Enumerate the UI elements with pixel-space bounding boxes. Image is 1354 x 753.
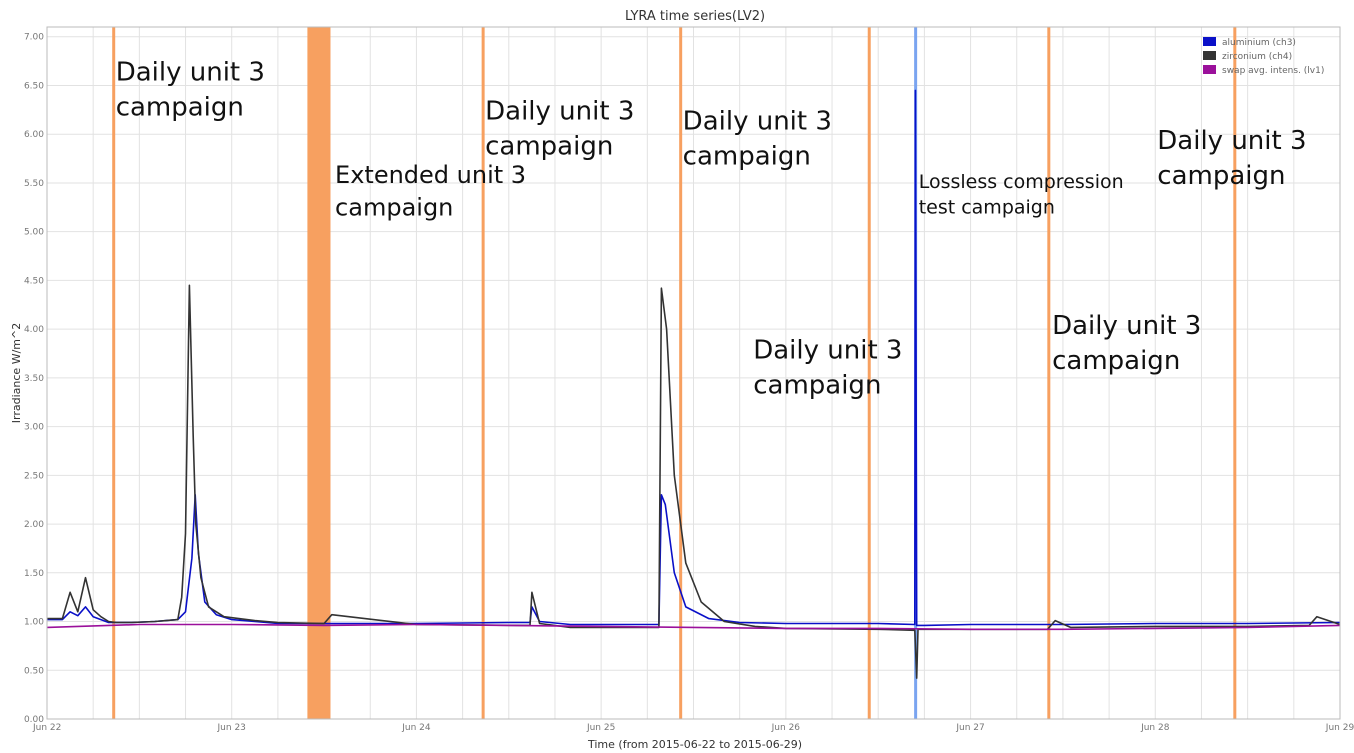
- campaign-band: [307, 27, 331, 719]
- chart-title: LYRA time series(LV2): [625, 9, 765, 24]
- y-tick-label: 6.50: [24, 81, 44, 91]
- y-tick-label: 5.50: [24, 179, 44, 189]
- campaign-annotation: Daily unit 3 campaign: [683, 106, 832, 171]
- x-tick-label: Jun 25: [586, 723, 615, 733]
- y-tick-label: 4.00: [24, 325, 44, 335]
- grid-lines: [46, 27, 1341, 720]
- x-tick-label: Jun 29: [1325, 723, 1354, 733]
- y-tick-label: 2.50: [24, 471, 44, 481]
- campaign-band: [481, 27, 485, 719]
- x-tick-label: Jun 22: [32, 723, 61, 733]
- y-tick-label: 6.00: [24, 130, 44, 140]
- series-lines: [46, 89, 1341, 679]
- legend-entry[interactable]: zirconium (ch4): [1222, 52, 1292, 62]
- y-tick-label: 3.50: [24, 374, 44, 384]
- campaign-annotation: Daily unit 3 campaign: [116, 58, 265, 123]
- campaign-annotation: Daily unit 3 campaign: [1052, 311, 1201, 376]
- x-tick-label: Jun 26: [771, 723, 801, 733]
- campaign-annotation: Extended unit 3 campaign: [335, 161, 526, 221]
- y-tick-label: 0.00: [24, 715, 44, 725]
- campaign-band: [867, 27, 871, 719]
- x-tick-label: Jun 24: [401, 723, 431, 733]
- axis-ticks: 0.00 0.50 1.00 1.50 2.00 2.50 3.00 3.50 4.00 4.50…: [24, 33, 1354, 733]
- campaign-annotation: Lossless compression test campaign: [919, 171, 1124, 219]
- legend-swatch: [1203, 51, 1216, 60]
- campaign-band: [679, 27, 683, 719]
- campaign-annotation: Daily unit 3 campaign: [753, 335, 902, 400]
- y-tick-label: 4.50: [24, 276, 44, 286]
- y-tick-label: 1.50: [24, 569, 44, 579]
- campaign-band: [1047, 27, 1051, 719]
- y-tick-label: 0.50: [24, 666, 44, 676]
- y-tick-label: 3.00: [24, 423, 44, 433]
- x-tick-label: Jun 28: [1140, 723, 1170, 733]
- x-tick-label: Jun 23: [217, 723, 246, 733]
- x-tick-label: Jun 27: [955, 723, 984, 733]
- legend-entry[interactable]: aluminium (ch3): [1222, 38, 1296, 48]
- campaign-band: [112, 27, 116, 719]
- y-tick-label: 5.00: [24, 228, 44, 238]
- y-axis-label: Irradiance W/m^2: [10, 323, 23, 423]
- campaign-annotation: Daily unit 3 campaign: [485, 97, 634, 162]
- campaign-annotation: Daily unit 3 campaign: [1157, 126, 1306, 191]
- series-line-swap: [46, 623, 1341, 631]
- y-tick-label: 1.00: [24, 618, 44, 628]
- legend-entry[interactable]: swap avg. intens. (lv1): [1222, 66, 1324, 76]
- legend-swatch: [1203, 65, 1216, 74]
- legend-swatch: [1203, 37, 1216, 46]
- y-tick-label: 2.00: [24, 520, 44, 530]
- plot-area-border: [46, 26, 1341, 720]
- y-tick-label: 7.00: [24, 33, 44, 43]
- x-axis-label: Time (from 2015-06-22 to 2015-06-29): [587, 738, 802, 751]
- legend[interactable]: aluminium (ch3) zirconium (ch4) swap avg. …: [1203, 37, 1324, 76]
- campaign-band: [1233, 27, 1237, 719]
